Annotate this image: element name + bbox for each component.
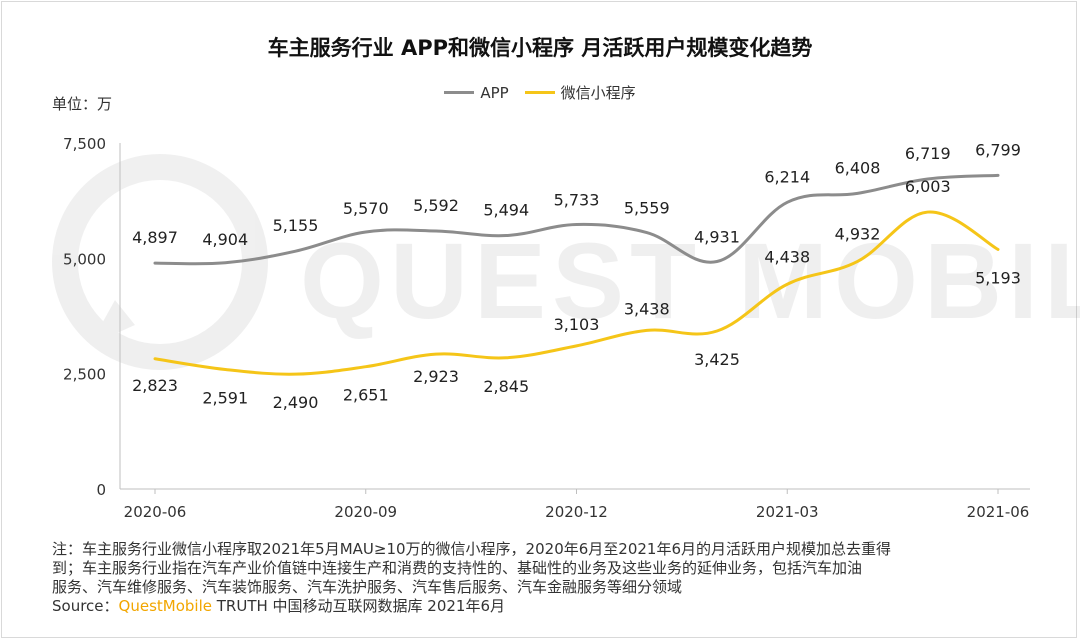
- data-label-app: 5,570: [343, 199, 389, 218]
- footnote-line-3: 服务、汽车维修服务、汽车装饰服务、汽车洗护服务、汽车售后服务、汽车金融服务等细分…: [52, 578, 683, 596]
- legend-swatch-mini-program: [524, 91, 555, 94]
- data-label-app: 6,214: [764, 167, 810, 186]
- watermark-text: QUEST MOBILE: [300, 220, 1080, 341]
- data-label-app: 5,494: [483, 201, 529, 220]
- axes: 0 2,500 5,000 7,500 2020-06 2020-09 2020-12 202…: [63, 135, 1030, 521]
- data-label-app: 5,592: [413, 196, 459, 215]
- series-line-app: [153, 173, 1000, 266]
- data-label-app: 4,897: [132, 228, 178, 247]
- y-tick-label: 7,500: [63, 135, 106, 153]
- data-label-mini-program: 2,651: [343, 386, 389, 405]
- x-tick-label: 2020-09: [334, 503, 397, 521]
- footnotes: 注：车主服务行业微信小程序取2021年5月MAU≥10万的微信小程序，2020年…: [52, 540, 1042, 616]
- y-tick-label: 5,000: [63, 250, 106, 268]
- x-tick-label: 2020-06: [124, 503, 187, 521]
- unit-label: 单位：万: [52, 95, 113, 113]
- data-label-app: 4,904: [202, 230, 248, 249]
- watermark: QUEST MOBILE: [52, 154, 1080, 370]
- data-label-app: 5,733: [554, 191, 600, 210]
- x-tick-label: 2020-12: [545, 503, 608, 521]
- data-label-app: 6,799: [975, 140, 1021, 159]
- data-label-app: 5,155: [273, 216, 319, 235]
- data-label-mini-program: 3,103: [554, 315, 600, 334]
- chart-title: 车主服务行业 APP和微信小程序 月活跃用户规模变化趋势: [267, 36, 813, 60]
- x-tick-label: 2021-06: [967, 503, 1030, 521]
- data-label-mini-program: 2,923: [413, 367, 459, 386]
- data-label-mini-program: 2,490: [273, 393, 319, 412]
- x-tick-label: 2021-03: [756, 503, 819, 521]
- source-suffix: TRUTH 中国移动互联网数据库 2021年6月: [211, 597, 506, 615]
- data-label-mini-program: 2,591: [202, 388, 248, 407]
- legend-label-app: APP: [480, 83, 509, 102]
- data-labels-layer: 4,897 4,904 5,155 5,570 5,592 5,494 5,733 5,559…: [132, 140, 1021, 412]
- footnote-line-2: 到；车主服务行业指在汽车产业价值链中连接生产和消费的支持性的、基础性的业务及这些…: [52, 559, 863, 577]
- source-brand: QuestMobile: [118, 597, 212, 615]
- series-line-mini-program: [153, 210, 1000, 376]
- data-label-mini-program: 3,438: [624, 299, 670, 318]
- data-label-app: 6,408: [835, 158, 881, 177]
- footnote-line-1: 注：车主服务行业微信小程序取2021年5月MAU≥10万的微信小程序，2020年…: [52, 540, 891, 558]
- data-label-mini-program: 4,932: [835, 224, 881, 243]
- data-label-mini-program: 2,845: [483, 377, 529, 396]
- y-tick-label: 2,500: [63, 366, 106, 384]
- legend: APP 微信小程序: [0, 82, 1080, 103]
- data-label-mini-program: 5,193: [975, 268, 1021, 287]
- legend-label-mini-program: 微信小程序: [560, 84, 636, 102]
- y-tick-label: 0: [96, 481, 106, 499]
- data-label-mini-program: 3,425: [694, 350, 740, 369]
- data-label-app: 4,931: [694, 228, 740, 247]
- data-label-mini-program: 6,003: [905, 177, 951, 196]
- watermark-logo-tail: [90, 300, 135, 345]
- legend-item-app: APP: [444, 82, 509, 103]
- legend-item-mini-program: 微信小程序: [524, 82, 636, 103]
- data-label-mini-program: 2,823: [132, 376, 178, 395]
- data-label-app: 5,559: [624, 199, 670, 218]
- series-layer: [153, 173, 1000, 376]
- legend-swatch-app: [444, 91, 475, 94]
- data-label-mini-program: 4,438: [764, 247, 810, 266]
- watermark-logo-ring: [52, 154, 268, 370]
- source-prefix: Source：: [52, 597, 119, 615]
- source-line: Source：QuestMobile TRUTH 中国移动互联网数据库 2021…: [52, 597, 1042, 616]
- data-label-app: 6,719: [905, 144, 951, 163]
